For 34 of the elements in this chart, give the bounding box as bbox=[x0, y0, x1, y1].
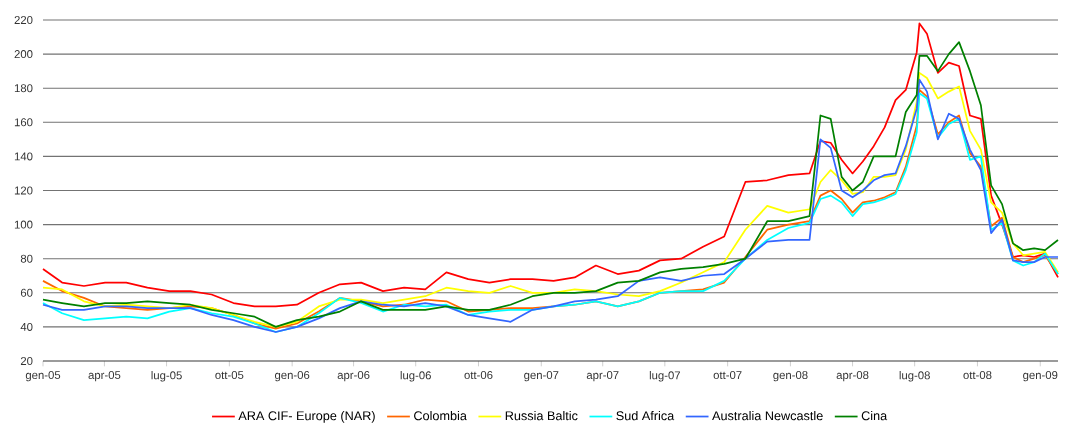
legend-label: Australia Newcastle bbox=[712, 410, 823, 421]
y-tick-label: 220 bbox=[14, 16, 33, 25]
x-tick-label: apr-07 bbox=[586, 371, 619, 382]
x-tick-label: gen-09 bbox=[1023, 371, 1058, 382]
x-tick-label: ott-06 bbox=[464, 371, 493, 380]
y-tick-label: 120 bbox=[14, 186, 33, 195]
y-tick-label: 140 bbox=[14, 152, 33, 161]
y-tick-label: 180 bbox=[14, 84, 33, 93]
x-tick-label: gen-05 bbox=[25, 371, 61, 382]
legend-label: Sud Africa bbox=[616, 410, 675, 421]
x-tick-label: lug-05 bbox=[151, 371, 182, 382]
x-tick-label: apr-06 bbox=[337, 371, 370, 382]
y-tick-label: 160 bbox=[14, 118, 33, 127]
legend-label: Cina bbox=[861, 410, 888, 421]
x-tick-label: ott-08 bbox=[963, 371, 992, 380]
y-tick-label: 80 bbox=[20, 254, 33, 263]
legend-label: Colombia bbox=[414, 410, 467, 421]
y-tick-label: 100 bbox=[14, 220, 33, 229]
x-tick-label: ott-07 bbox=[713, 371, 742, 380]
x-tick-label: ott-05 bbox=[215, 371, 244, 380]
legend-label: ARA CIF- Europe (NAR) bbox=[238, 410, 375, 423]
y-tick-label: 60 bbox=[20, 288, 33, 297]
x-tick-label: apr-05 bbox=[88, 371, 121, 382]
x-tick-label: lug-06 bbox=[400, 371, 431, 382]
x-tick-label: lug-08 bbox=[899, 371, 930, 382]
x-tick-label: apr-08 bbox=[836, 371, 869, 382]
legend-label: Russia Baltic bbox=[505, 410, 578, 421]
y-tick-label: 200 bbox=[14, 50, 33, 59]
x-tick-label: gen-07 bbox=[524, 371, 559, 382]
x-tick-label: gen-08 bbox=[773, 371, 808, 382]
x-tick-label: gen-06 bbox=[274, 371, 310, 382]
x-tick-label: lug-07 bbox=[649, 371, 681, 382]
y-tick-label: 20 bbox=[20, 357, 33, 366]
y-tick-label: 40 bbox=[20, 322, 33, 331]
